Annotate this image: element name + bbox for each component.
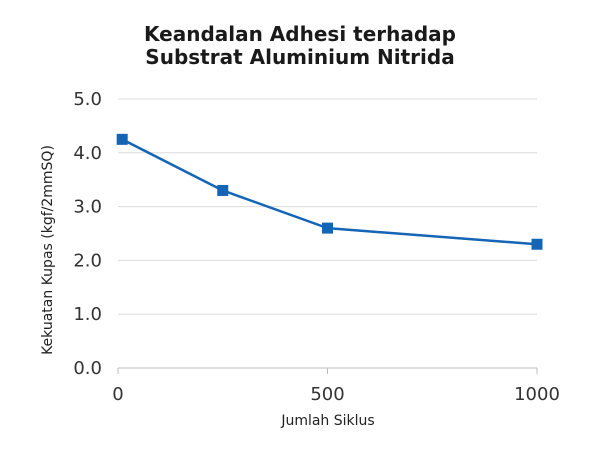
gridlines [118,98,537,315]
y-tick-label: 2.0 [73,250,102,271]
chart-title-line-2: Substrat Aluminium Nitrida [145,45,455,69]
y-tick-labels: 0.0 1.0 2.0 3.0 4.0 5.0 [73,89,102,379]
y-tick-label: 5.0 [73,89,102,110]
y-tick-label: 4.0 [73,143,102,164]
data-point-marker [531,238,543,250]
data-point-marker [322,222,333,234]
axes [117,367,538,374]
x-axis-label: Jumlah Siklus [280,413,374,429]
y-tick-label: 0.0 [73,358,102,379]
chart-title-line-1: Keandalan Adhesi terhadap [144,22,456,46]
data-point-marker [217,184,229,196]
x-tick-label: 1000 [514,384,560,405]
x-tick-label: 500 [310,384,344,405]
data-series [116,133,543,250]
y-tick-label: 1.0 [73,304,102,325]
series-line [121,138,538,246]
data-point-marker [116,133,128,145]
y-axis-label: Kekuatan Kupas (kgf/2mmSQ) [40,145,56,355]
x-tick-labels: 0 500 1000 [112,384,560,405]
y-tick-label: 3.0 [73,197,102,218]
x-tick-label: 0 [112,384,123,405]
